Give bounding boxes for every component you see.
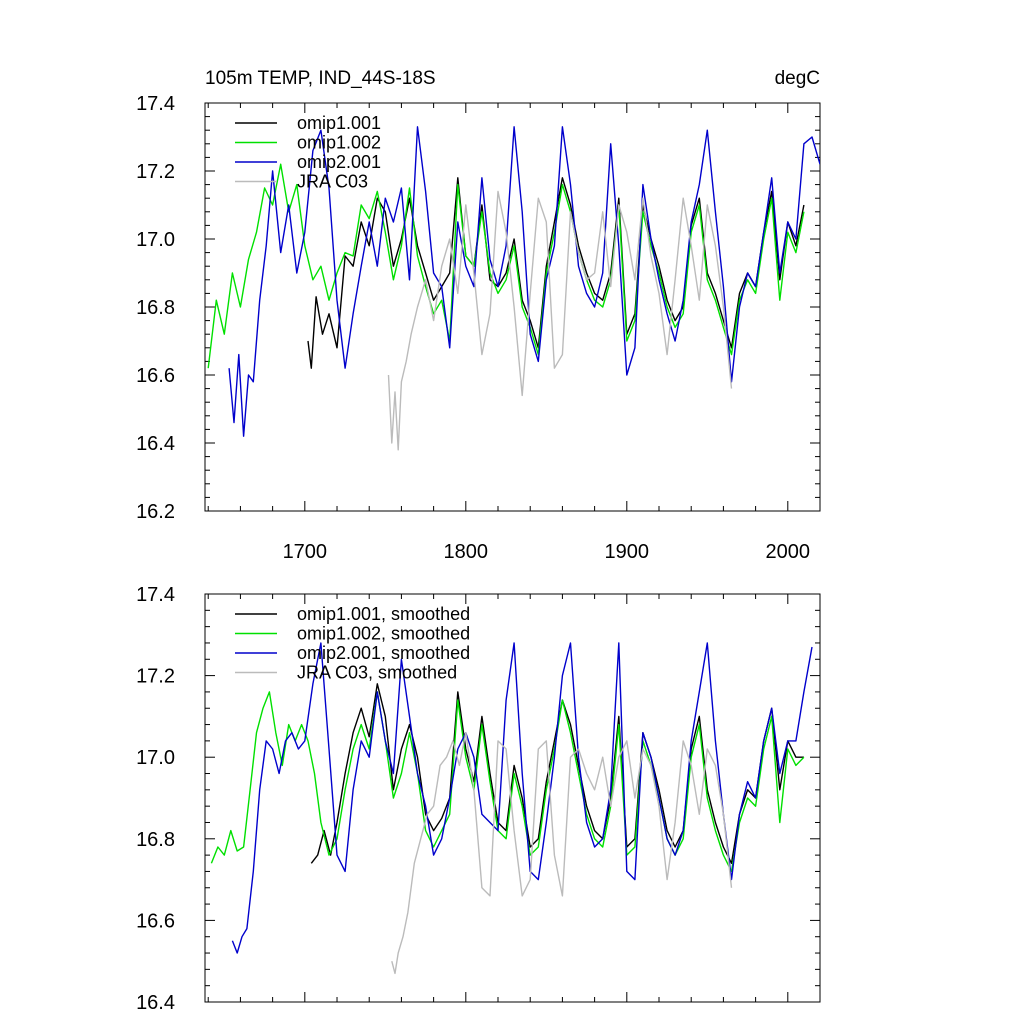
y-tick-label: 16.4 bbox=[136, 433, 175, 455]
chart-panel-2: 16.4 16.6 16.8 17.0 17.2 17.4 omip1.001, smoot… bbox=[136, 584, 821, 1014]
series-line-1 bbox=[310, 683, 804, 864]
legend-label: omip1.001, smoothed bbox=[297, 604, 470, 624]
plot-frame bbox=[204, 593, 821, 1003]
y-tick-label: 16.4 bbox=[136, 992, 175, 1014]
y-tick-label: 17.4 bbox=[136, 93, 175, 115]
y-tick-label: 17.2 bbox=[136, 161, 175, 183]
series-line-2 bbox=[207, 163, 805, 369]
x-tick-label: 1700 bbox=[283, 541, 328, 563]
legend-label: omip2.001, smoothed bbox=[297, 643, 470, 663]
y-tick-label: 17.2 bbox=[136, 666, 175, 688]
legend-label: JRA C03, smoothed bbox=[297, 663, 457, 683]
y-tick-label: 17.4 bbox=[136, 584, 175, 606]
series-line-2 bbox=[210, 691, 805, 873]
x-tick-label: 1900 bbox=[605, 541, 650, 563]
legend-label: omip1.002, smoothed bbox=[297, 624, 470, 644]
x-tick-label: 2000 bbox=[766, 541, 811, 563]
y-tick-label: 16.6 bbox=[136, 910, 175, 932]
series-line-4 bbox=[391, 732, 733, 975]
y-tick-label: 16.6 bbox=[136, 365, 175, 387]
chart-title: 105m TEMP, IND_44S-18S bbox=[205, 68, 436, 89]
series-line-1 bbox=[307, 177, 805, 369]
legend-label: omip1.002 bbox=[297, 133, 381, 153]
y-tick-label: 17.0 bbox=[136, 229, 175, 251]
legend-label: JRA C03 bbox=[297, 172, 368, 192]
x-tick-label: 1800 bbox=[444, 541, 489, 563]
y-tick-label: 17.0 bbox=[136, 747, 175, 769]
series-group bbox=[210, 642, 813, 975]
y-tick-label: 16.8 bbox=[136, 829, 175, 851]
legend-label: omip1.001 bbox=[297, 113, 381, 133]
y-tick-label: 16.8 bbox=[136, 297, 175, 319]
units-label: degC bbox=[775, 68, 820, 89]
y-tick-label: 16.2 bbox=[136, 501, 175, 523]
legend-label: omip2.001 bbox=[297, 152, 381, 172]
series-line-3 bbox=[231, 642, 813, 954]
series-line-3 bbox=[228, 126, 820, 437]
series-group bbox=[207, 126, 820, 451]
chart-panel-1: 105m TEMP, IND_44S-18S degC 16.2 16.4 16.6 16… bbox=[136, 68, 821, 563]
series-line-4 bbox=[387, 190, 733, 451]
